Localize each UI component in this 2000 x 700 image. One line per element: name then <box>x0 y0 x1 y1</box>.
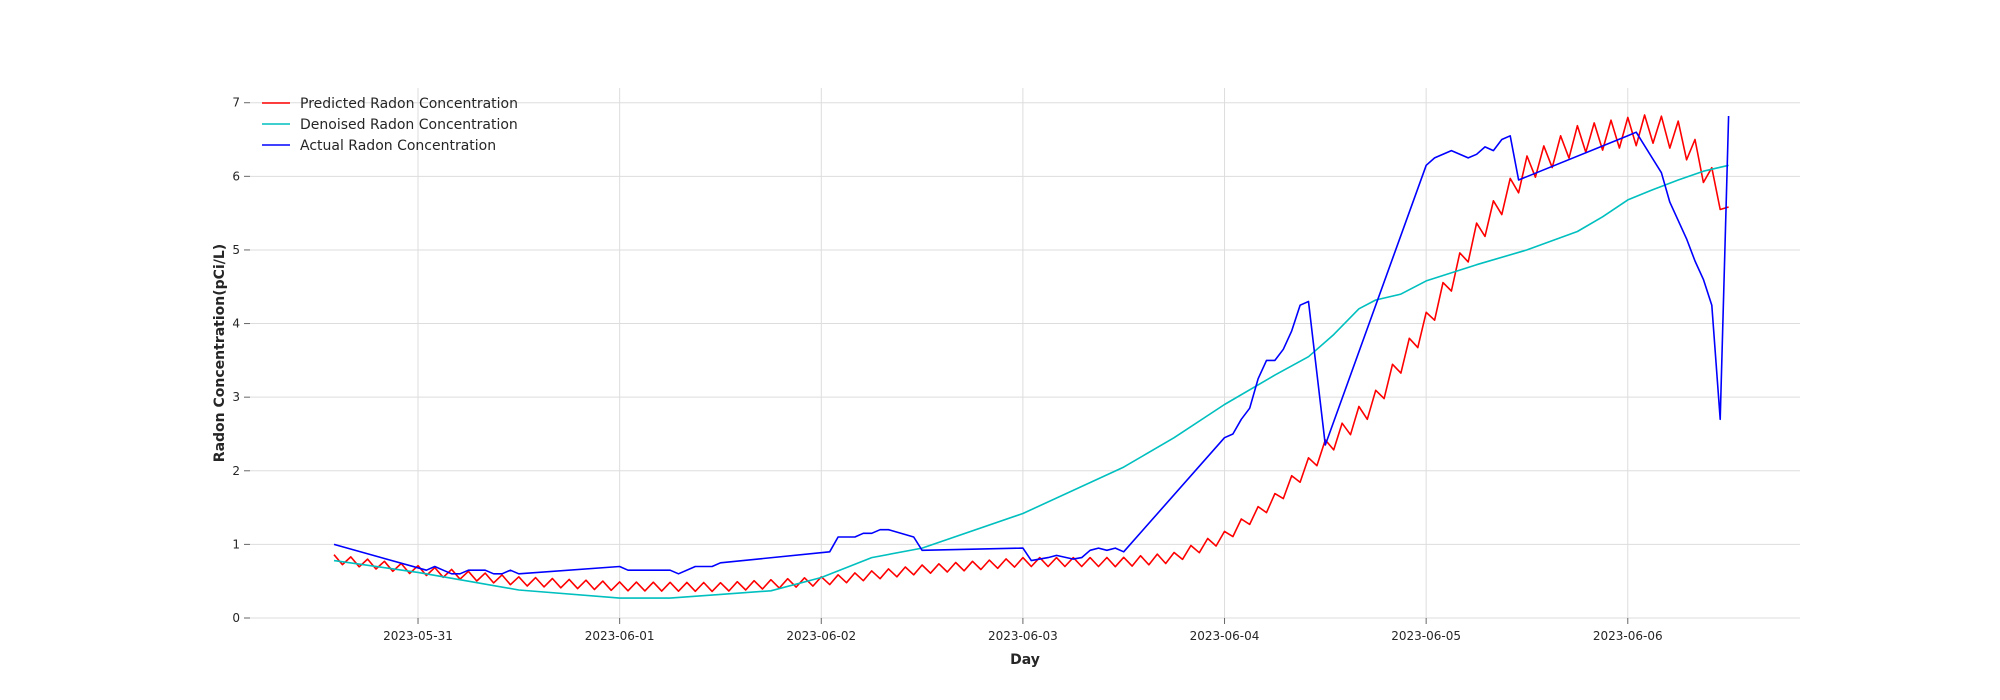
denoised-series-line <box>333 164 1729 599</box>
actual-series-line <box>333 115 1730 575</box>
x-tick-label: 2023-05-31 <box>383 629 453 643</box>
legend: Predicted Radon Concentration Denoised Ra… <box>262 96 518 154</box>
y-tick-label: 6 <box>232 169 240 183</box>
y-tick-label: 1 <box>232 537 240 551</box>
series-layer <box>333 114 1730 599</box>
x-axis-title: Day <box>1010 652 1040 668</box>
predicted-legend-label: Predicted Radon Concentration <box>300 96 518 112</box>
denoised-legend-label: Denoised Radon Concentration <box>300 117 518 133</box>
y-tick-label: 3 <box>232 390 240 404</box>
predicted-series-line <box>333 114 1729 593</box>
axes: 0 1 2 3 4 5 6 7 2023-05-31 2023-06-01 2023-06-02 20… <box>232 96 1662 643</box>
x-tick-label: 2023-06-01 <box>585 629 655 643</box>
actual-legend-label: Actual Radon Concentration <box>300 138 496 154</box>
y-tick-label: 2 <box>232 464 240 478</box>
y-tick-label: 4 <box>232 317 240 331</box>
y-tick-label: 0 <box>232 611 240 625</box>
x-tick-label: 2023-06-04 <box>1190 629 1260 643</box>
x-tick-label: 2023-06-06 <box>1593 629 1663 643</box>
x-tick-label: 2023-06-05 <box>1391 629 1461 643</box>
grid <box>250 88 1800 619</box>
y-tick-label: 7 <box>232 96 240 110</box>
y-tick-label: 5 <box>232 243 240 257</box>
x-tick-label: 2023-06-02 <box>786 629 856 643</box>
x-tick-label: 2023-06-03 <box>988 629 1058 643</box>
y-axis-title: Radon Concentration(pCi/L) <box>212 244 228 462</box>
